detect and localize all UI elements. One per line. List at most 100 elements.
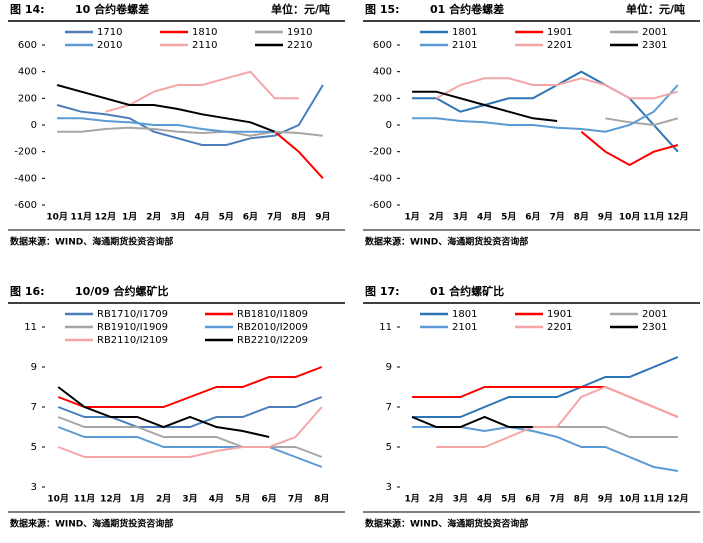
- series-line: [57, 366, 323, 408]
- series-line: [412, 356, 679, 418]
- y-tick-label: 5: [386, 442, 392, 453]
- series-line: [57, 117, 275, 133]
- series-line: [580, 130, 679, 167]
- x-tick-label: 6月: [261, 494, 276, 505]
- y-tick-label: -400: [369, 173, 392, 184]
- chart-title: 10 合约卷螺差: [75, 2, 149, 16]
- x-tick-label: 4月: [209, 494, 224, 505]
- x-tick-label: 5月: [235, 494, 250, 505]
- series-line: [412, 84, 679, 133]
- x-tick-label: 1月: [122, 212, 137, 223]
- legend-label: 1901: [547, 27, 572, 38]
- legend-label: 2001: [642, 309, 667, 320]
- source-note: 数据来源：WIND、海通期货投资咨询部: [10, 236, 173, 248]
- x-tick-label: 11月: [74, 494, 96, 505]
- x-tick-label: 10月: [47, 494, 69, 505]
- x-tick-label: 5月: [501, 212, 516, 223]
- series-line: [57, 396, 323, 428]
- series-line: [56, 84, 275, 133]
- x-tick-label: 9月: [598, 212, 613, 223]
- x-tick-label: 6月: [525, 494, 540, 505]
- legend-label: 2101: [452, 322, 477, 333]
- legend-label: 1810: [192, 27, 217, 38]
- legend-label: 2101: [452, 40, 477, 51]
- legend-label: 2201: [547, 322, 572, 333]
- x-tick-label: 7月: [288, 494, 303, 505]
- x-tick-label: 2月: [146, 212, 161, 223]
- series-line: [557, 426, 678, 438]
- series-line: [412, 386, 679, 418]
- x-tick-label: 10月: [619, 494, 641, 505]
- legend-label: RB2110/I2109: [97, 335, 168, 346]
- x-tick-label: 3月: [182, 494, 197, 505]
- y-tick-label: -200: [14, 147, 37, 158]
- y-tick-label: 5: [31, 442, 37, 453]
- legend-label: 1710: [97, 27, 122, 38]
- figure-label: 图 14:: [10, 3, 45, 16]
- y-tick-label: 0: [31, 120, 37, 131]
- series-line: [57, 126, 324, 137]
- x-tick-label: 1月: [130, 494, 145, 505]
- x-tick-label: 11月: [643, 494, 665, 505]
- figure-label: 图 17:: [365, 285, 400, 298]
- x-tick-label: 7月: [267, 212, 282, 223]
- x-tick-label: 5月: [501, 494, 516, 505]
- y-tick-label: 200: [373, 93, 392, 104]
- x-tick-label: 7月: [549, 212, 564, 223]
- series-line: [57, 416, 323, 458]
- legend-label: 2301: [642, 40, 667, 51]
- x-tick-label: 8月: [314, 494, 329, 505]
- x-tick-label: 2月: [156, 494, 171, 505]
- legend-label: RB2210/I2209: [237, 335, 308, 346]
- y-tick-label: 11: [24, 322, 37, 333]
- unit-label: 单位：元/吨: [626, 2, 685, 16]
- x-tick-label: 8月: [574, 494, 589, 505]
- chart-title: 01 合约螺矿比: [430, 284, 504, 298]
- y-tick-label: -600: [14, 200, 37, 211]
- y-tick-label: 9: [386, 362, 392, 373]
- series-line: [412, 425, 679, 472]
- y-tick-label: -600: [369, 200, 392, 211]
- x-tick-label: 9月: [315, 212, 330, 223]
- x-tick-label: 6月: [525, 212, 540, 223]
- series-line: [57, 386, 270, 438]
- y-tick-label: 200: [18, 93, 37, 104]
- y-tick-label: 400: [373, 67, 392, 78]
- x-tick-label: 12月: [667, 494, 689, 505]
- x-tick-label: 1月: [404, 212, 419, 223]
- unit-label: 单位：元/吨: [271, 2, 330, 16]
- x-tick-label: 2月: [429, 212, 444, 223]
- series-line: [605, 117, 679, 127]
- series-line: [56, 84, 324, 146]
- source-note: 数据来源：WIND、海通期货投资咨询部: [10, 518, 173, 530]
- figure-label: 图 16:: [10, 285, 45, 298]
- x-tick-label: 8月: [574, 212, 589, 223]
- x-tick-label: 7月: [549, 494, 564, 505]
- y-tick-label: 0: [386, 120, 392, 131]
- y-tick-label: 400: [18, 67, 37, 78]
- x-tick-label: 4月: [477, 212, 492, 223]
- legend-label: RB1710/I1709: [97, 309, 168, 320]
- legend-label: RB1910/I1909: [97, 322, 168, 333]
- y-tick-label: 3: [386, 482, 392, 493]
- legend-label: 1801: [452, 27, 477, 38]
- chart-title: 01 合约卷螺差: [430, 2, 504, 16]
- source-note: 数据来源：WIND、海通期货投资咨询部: [365, 518, 528, 530]
- series-line: [57, 426, 323, 468]
- chart-title: 10/09 合约螺矿比: [75, 284, 168, 298]
- y-tick-label: -400: [14, 173, 37, 184]
- x-tick-label: 9月: [598, 494, 613, 505]
- x-tick-label: 2月: [429, 494, 444, 505]
- legend-label: 2110: [192, 40, 217, 51]
- x-tick-label: 11月: [643, 212, 665, 223]
- x-tick-label: 8月: [291, 212, 306, 223]
- series-line: [436, 385, 679, 448]
- x-tick-label: 6月: [243, 212, 258, 223]
- y-tick-label: 600: [18, 40, 37, 51]
- x-tick-label: 10月: [619, 212, 641, 223]
- y-tick-label: 9: [31, 362, 37, 373]
- y-tick-label: 7: [386, 402, 392, 413]
- y-tick-label: -200: [369, 147, 392, 158]
- series-line: [412, 90, 558, 122]
